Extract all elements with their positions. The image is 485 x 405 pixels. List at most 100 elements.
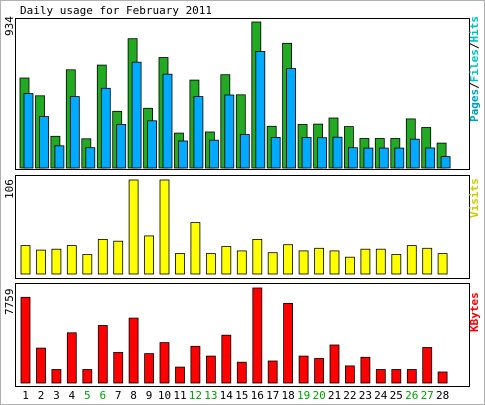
- chart-title: Daily usage for February 2011: [20, 4, 212, 17]
- kbytes-bar: [205, 355, 216, 384]
- visits-bar: [422, 247, 433, 275]
- kbytes-bar: [144, 353, 155, 384]
- legend-hits: Hits: [468, 16, 481, 43]
- kbytes-bar: [82, 369, 93, 384]
- visits-bar: [329, 250, 340, 275]
- kbytes-bar: [437, 371, 448, 384]
- files-bar: [378, 147, 389, 169]
- files-bar: [147, 120, 158, 169]
- files-bar: [332, 136, 343, 169]
- day-label: 20: [312, 389, 325, 402]
- kbytes-panel: 7759 KBytes: [3, 283, 481, 387]
- day-label: 1: [22, 389, 29, 402]
- x-axis-day-labels: 1 2 3 4 5 6 7 8 9 10 11 12 13 14 15 16 17 18 19 20 21 22 23 24 2…: [22, 389, 449, 402]
- files-bar: [394, 147, 405, 169]
- visits-bar: [252, 238, 263, 275]
- day-label: 3: [53, 389, 60, 402]
- visits-bar: [97, 238, 108, 275]
- kbytes-bar: [221, 334, 232, 384]
- visits-bar: [437, 253, 448, 275]
- day-label: 26: [405, 389, 418, 402]
- visits-bar: [283, 244, 294, 275]
- day-label: 5: [84, 389, 91, 402]
- visits-bar: [267, 252, 278, 275]
- kbytes-bar: [190, 345, 201, 384]
- kbytes-bar: [298, 355, 309, 384]
- legend-pages: Pages: [468, 89, 481, 122]
- visits-bar: [221, 246, 232, 275]
- files-bar: [255, 51, 266, 169]
- files-bar: [54, 145, 65, 169]
- kbytes-bar: [159, 342, 170, 384]
- kbytes-bar: [66, 332, 77, 384]
- files-bar: [39, 116, 49, 169]
- kbytes-bar: [391, 369, 402, 384]
- visits-bar: [314, 247, 325, 275]
- day-label: 27: [421, 389, 434, 402]
- visits-bar: [360, 248, 371, 275]
- legend-separator: /: [468, 42, 481, 49]
- files-bar: [162, 73, 173, 169]
- files-bar: [208, 139, 219, 169]
- hits-panel-border: [15, 18, 470, 170]
- day-label: 21: [328, 389, 341, 402]
- kbytes-bar: [252, 287, 263, 384]
- legend-separator: /: [468, 82, 481, 89]
- files-bar: [440, 156, 451, 169]
- kbytes-bar: [113, 351, 124, 384]
- visits-bar: [175, 253, 185, 275]
- visits-bar: [391, 254, 402, 275]
- day-label: 25: [390, 389, 403, 402]
- files-bar: [317, 137, 328, 169]
- files-bar: [347, 147, 358, 169]
- day-label: 2: [38, 389, 45, 402]
- files-bar: [270, 136, 281, 169]
- kbytes-bar: [97, 325, 108, 384]
- kbytes-bar: [36, 347, 46, 384]
- kbytes-bar: [422, 347, 433, 384]
- day-label: 13: [204, 389, 217, 402]
- files-bar: [409, 138, 420, 169]
- day-label: 14: [220, 389, 234, 402]
- visits-bar: [375, 248, 386, 275]
- kbytes-bar: [329, 344, 340, 384]
- files-bar: [224, 94, 235, 169]
- kbytes-ymax-label: 7759: [3, 289, 16, 316]
- files-bar: [363, 147, 374, 169]
- files-bar: [286, 68, 297, 169]
- kbytes-bar: [283, 302, 294, 384]
- files-bar: [239, 134, 250, 169]
- day-label: 15: [235, 389, 248, 402]
- files-bar: [85, 147, 96, 169]
- visits-panel-border: [15, 175, 470, 279]
- visits-bar: [82, 254, 93, 275]
- day-label: 7: [115, 389, 122, 402]
- visits-bar: [66, 245, 77, 275]
- visits-bar: [190, 222, 201, 275]
- kbytes-bar: [20, 296, 31, 384]
- files-bar: [425, 147, 436, 169]
- day-label: 19: [297, 389, 310, 402]
- kbytes-bar: [236, 361, 247, 384]
- day-label: 8: [130, 389, 137, 402]
- day-label: 28: [436, 389, 449, 402]
- visits-bar: [406, 245, 417, 275]
- day-label: 23: [359, 389, 372, 402]
- visits-bar: [128, 179, 139, 275]
- day-label: 24: [374, 389, 388, 402]
- day-label: 4: [68, 389, 75, 402]
- kbytes-bar: [128, 317, 139, 384]
- visits-bar: [144, 235, 155, 275]
- kbytes-bar: [175, 366, 185, 384]
- visits-bar: [236, 250, 247, 275]
- hits-ymax-label: 934: [3, 16, 16, 36]
- files-bar: [23, 93, 34, 169]
- visits-bar: [51, 248, 62, 275]
- pages-files-hits-panel: 934 Pages/Files/Hits: [3, 16, 481, 170]
- svg-text:Pages/Files/Hits: Pages/Files/Hits: [468, 16, 481, 122]
- files-bar: [116, 124, 127, 169]
- day-label: 22: [343, 389, 356, 402]
- day-label: 9: [146, 389, 153, 402]
